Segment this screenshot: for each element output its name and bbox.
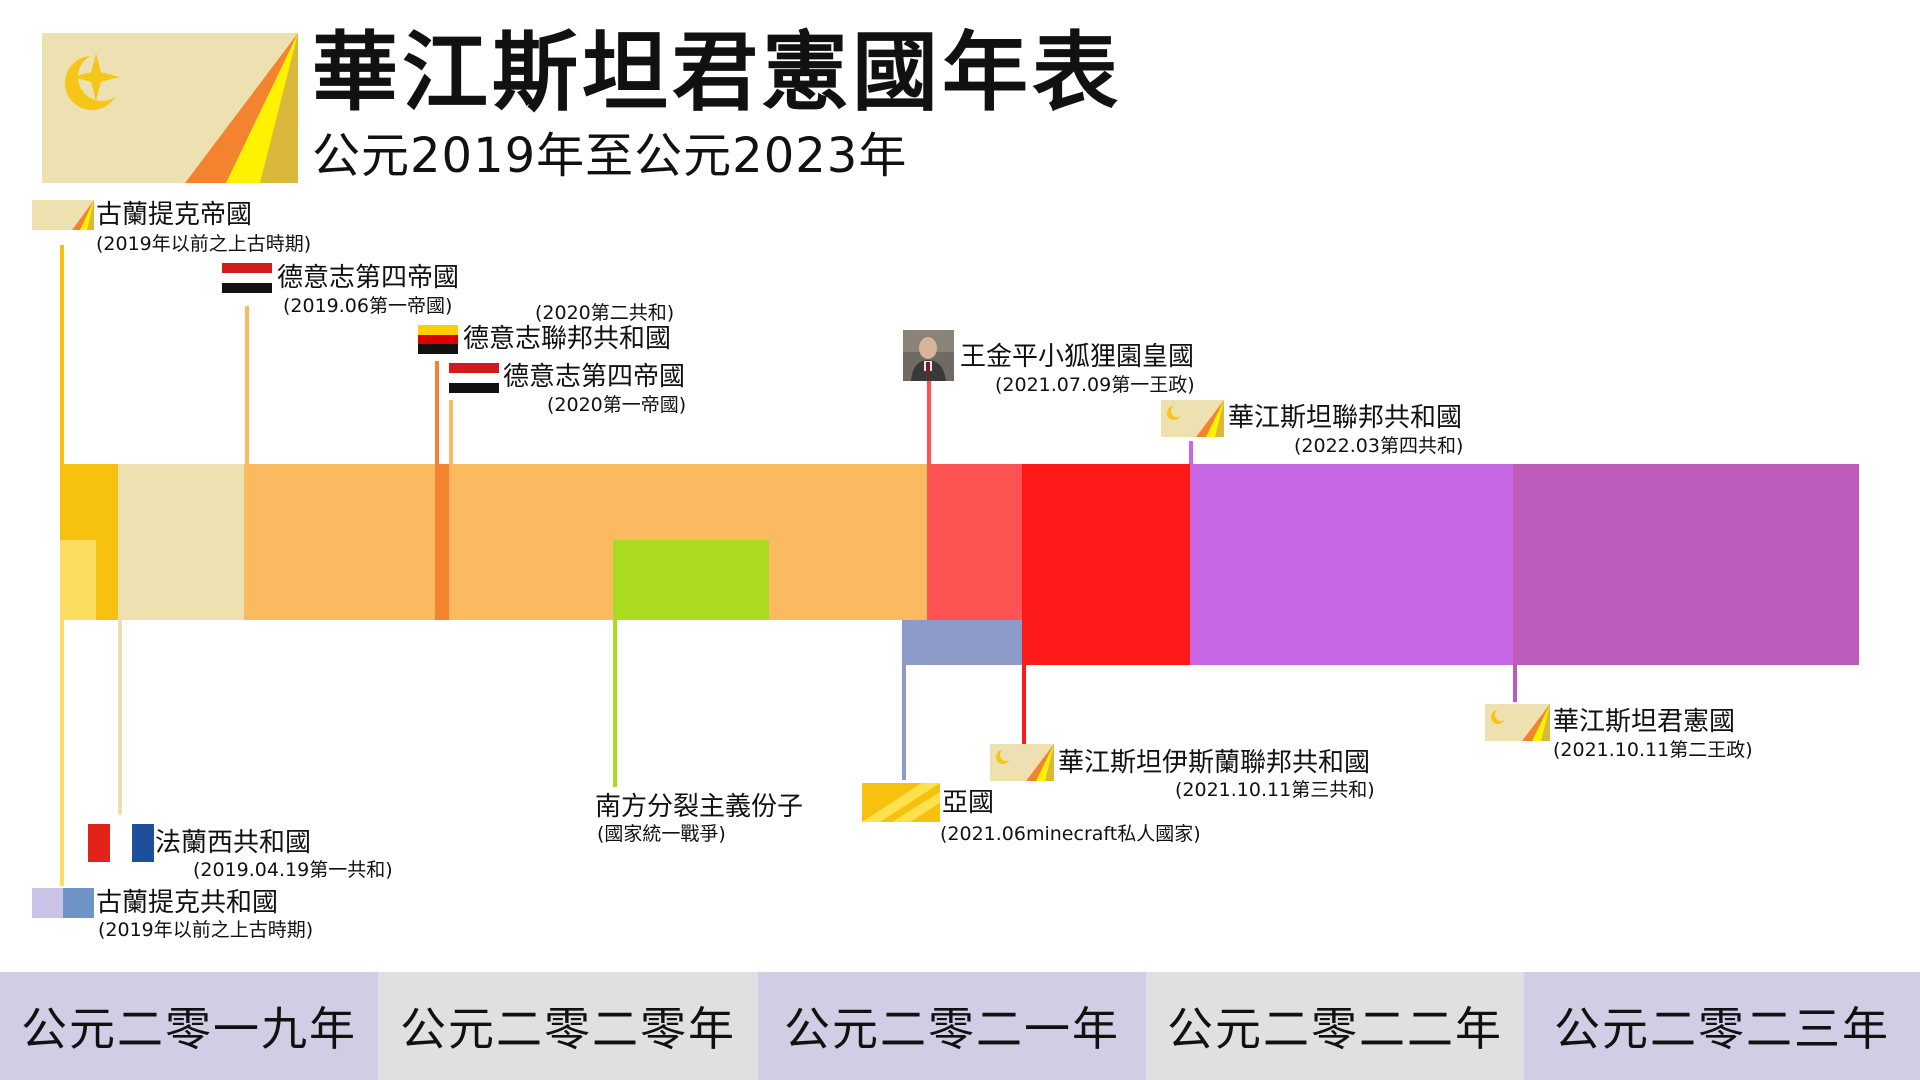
connector-gulantike-republic [60,620,64,886]
portrait-photo [903,330,954,381]
hjs-islamic-flag [990,744,1054,781]
timeline-bar-hjs-islamic [1022,464,1190,665]
timeline-bar-hjs-constitutional [1513,464,1859,665]
reich4-flag-2020 [449,363,499,393]
page-title: 華江斯坦君憲國年表 [312,22,1122,123]
connector-gulantike-empire [60,245,64,465]
southern-split-date: (國家統一戰爭) [597,823,726,845]
connector-france [118,620,122,815]
hjs-federal-name: 華江斯坦聯邦共和國 [1228,403,1463,433]
year-cell-2022: 公元二零二二年 [1146,972,1524,1080]
hjs-constitutional-flag [1485,704,1550,741]
connector-reich4-2019 [245,306,249,464]
reich4-flag-2019 [222,263,272,293]
southern-split-name: 南方分裂主義份子 [595,792,804,822]
timeline-bar-france [118,464,244,620]
connector-southern-split [613,620,617,787]
gulantike-empire-date: (2019年以前之上古時期) [96,233,312,255]
hjs-islamic-name: 華江斯坦伊斯蘭聯邦共和國 [1058,748,1371,778]
ya-guo-flag [862,783,940,822]
page-subtitle: 公元2019年至公元2023年 [312,128,908,184]
timeline-bar-hjs-federal [1190,464,1513,665]
france-date: (2019.04.19第一共和) [193,859,393,881]
timeline-bar-german-empire [244,464,927,620]
timeline-bar-ya-guo [902,620,1022,665]
connector-wang-empire [927,374,931,464]
connector-ya-guo [902,665,906,780]
timeline-bar-wang-empire [927,464,1022,620]
connector-hjs-constitutional [1513,665,1517,702]
timeline-bar-gulantike-republic [60,540,96,620]
timeline-bar-southern-split [613,540,769,620]
reich4-2019-name: 德意志第四帝國 [277,263,460,293]
hjs-federal-flag [1161,400,1224,437]
connector-hjs-federal [1189,441,1193,464]
france-name: 法蘭西共和國 [155,828,312,858]
national-emblem-flag [42,33,298,183]
ya-guo-date: (2021.06minecraft私人國家) [940,823,1201,845]
frg-flag [418,325,458,354]
gulantike-republic-flag [32,888,94,918]
gulantike-empire-flag [32,200,94,230]
connector-frg [435,361,439,464]
france-flag [88,824,154,862]
year-cell-2023: 公元二零二三年 [1524,972,1920,1080]
reich4-2019-date: (2019.06第一帝國) [283,295,453,317]
wang-empire-date: (2021.07.09第一王政) [995,374,1195,396]
hjs-constitutional-date: (2021.10.11第二王政) [1553,739,1753,761]
hjs-federal-date: (2022.03第四共和) [1294,435,1464,457]
wang-empire-name: 王金平小狐狸園皇國 [960,342,1195,372]
year-cell-2021: 公元二零二一年 [758,972,1146,1080]
gulantike-republic-name: 古蘭提克共和國 [96,888,279,918]
year-cell-2020: 公元二零二零年 [378,972,758,1080]
connector-reich4-2020 [449,400,453,464]
hjs-islamic-date: (2021.10.11第三共和) [1175,779,1375,801]
gulantike-empire-name: 古蘭提克帝國 [96,200,253,230]
reich4-2020-date: (2020第一帝國) [547,394,687,416]
connector-hjs-islamic [1022,665,1026,744]
year-cell-2019: 公元二零一九年 [0,972,378,1080]
ya-guo-name: 亞國 [942,788,995,818]
reich4-2020-name: 德意志第四帝國 [503,362,686,392]
frg-name: 德意志聯邦共和國 [463,324,672,354]
timeline-bar-frg [435,464,449,620]
gulantike-republic-date: (2019年以前之上古時期) [98,919,314,941]
hjs-constitutional-name: 華江斯坦君憲國 [1553,707,1736,737]
frg-date: (2020第二共和) [535,302,675,324]
